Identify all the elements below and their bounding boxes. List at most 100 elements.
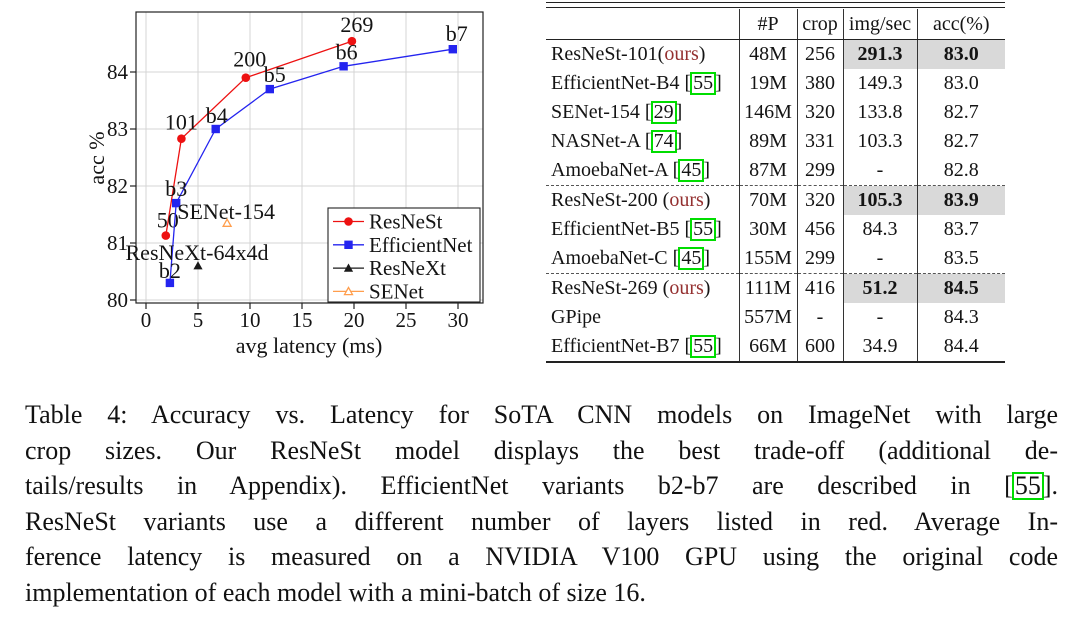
x-tick-label: 0 xyxy=(141,308,152,332)
y-axis-label: acc % xyxy=(84,131,109,184)
series-line xyxy=(165,40,353,236)
citation-link[interactable]: 45 xyxy=(678,247,705,270)
column-header: crop xyxy=(796,9,843,40)
data-point-marker xyxy=(161,231,171,240)
data-point-marker xyxy=(448,45,457,54)
model-table: #P crop img/sec acc(%) ResNeSt-101(ours) 48M… xyxy=(546,9,1005,363)
x-tick-label: 5 xyxy=(193,308,204,332)
cell-crop: 299 xyxy=(796,156,843,186)
data-point-marker xyxy=(172,198,181,208)
cell-params: 155M xyxy=(738,244,797,274)
data-point-marker xyxy=(241,73,251,82)
x-tick-label: 10 xyxy=(240,308,261,332)
table-row: SENet-154 [29] 146M 320 133.8 82.7 xyxy=(546,98,1005,127)
data-point-marker xyxy=(339,62,348,71)
y-tick-label: 81 xyxy=(107,231,128,255)
data-point-marker xyxy=(343,263,354,272)
cell-model-name: ResNeSt-101(ours) xyxy=(551,43,706,65)
x-axis-label: avg latency (ms) xyxy=(236,333,383,358)
data-point-marker xyxy=(344,240,353,249)
x-tick-label: 30 xyxy=(448,308,469,332)
citation-link[interactable]: 45 xyxy=(678,159,705,182)
table-row: GPipe 557M - -84.3 xyxy=(546,303,1005,332)
cell-img-per-sec: 149.3 xyxy=(842,69,917,98)
point-label: 101 xyxy=(165,110,198,135)
legend-item-ResNeSt: ResNeSt xyxy=(333,210,443,234)
caption-line: ResNeSt variants use a different number … xyxy=(25,506,1058,536)
cell-accuracy: 84.5 xyxy=(916,273,1005,303)
cell-img-per-sec: 34.9 xyxy=(842,332,917,362)
legend-box xyxy=(327,207,481,303)
cell-params: 70M xyxy=(738,185,797,215)
caption-line: tails/results in Appendix). EfficientNet… xyxy=(25,471,1058,500)
cell-accuracy: 83.5 xyxy=(916,244,1005,274)
cell-model-name: ResNeSt-269 (ours) xyxy=(546,273,739,303)
point-label: 50 xyxy=(157,208,179,233)
cell-accuracy: 83.7 xyxy=(916,215,1005,244)
cell-img-per-sec: 51.2 xyxy=(842,273,917,303)
cell-img-per-sec: 103.3 xyxy=(842,127,917,156)
ours-label: ours xyxy=(664,43,699,65)
column-header: img/sec xyxy=(842,9,917,40)
cell-accuracy: 84.4 xyxy=(916,332,1005,362)
table-row: ResNeSt-101(ours) 48M 256 291.3 83.0 xyxy=(546,39,1005,69)
cell-params: 557M xyxy=(738,303,797,332)
model-comparison-table: #P crop img/sec acc(%) ResNeSt-101(ours) 48M… xyxy=(546,2,1005,363)
legend-label: SENet xyxy=(369,279,424,303)
column-header: #P xyxy=(738,9,797,40)
citation-link[interactable]: 55 xyxy=(690,218,717,241)
point-label: b5 xyxy=(264,62,286,87)
caption-line: ference latency is measured on a NVIDIA … xyxy=(25,542,1058,571)
citation-link[interactable]: 55 xyxy=(690,72,717,95)
accuracy-vs-latency-chart: 0 5 10 15 20 25 30 80 81 82 83 84 avg latency (ms) ac… xyxy=(84,11,484,358)
cell-accuracy: 83.0 xyxy=(916,69,1005,98)
data-point-marker xyxy=(347,36,357,46)
point-label: b4 xyxy=(206,103,228,128)
point-label: b7 xyxy=(446,21,468,46)
point-label: b6 xyxy=(336,39,358,64)
citation-link[interactable]: 55 xyxy=(690,335,717,358)
table-top-rule-2 xyxy=(546,7,1005,8)
table-row: ResNeSt-269 (ours) 111M 416 51.2 84.5 xyxy=(546,273,1005,303)
citation-link[interactable]: 55 xyxy=(1011,472,1044,500)
cell-model-name: ResNeSt-200 (ours) xyxy=(546,185,739,215)
cell-img-per-sec: 84.3 xyxy=(842,215,917,244)
point-label: 269 xyxy=(340,12,373,37)
legend-item-SENet: SENet xyxy=(333,279,424,303)
ours-label: ours xyxy=(669,189,704,211)
data-point-marker xyxy=(343,286,354,296)
x-tick-label: 20 xyxy=(344,308,365,332)
legend-label: ResNeXt xyxy=(369,256,446,280)
cell-model-name: AmoebaNet-C [45] xyxy=(551,247,710,270)
y-tick-label: 80 xyxy=(107,288,128,312)
cell-crop: 299 xyxy=(796,244,843,274)
cell-img-per-sec: - xyxy=(842,303,917,332)
table-row: ResNeSt-200 (ours) 70M 320 105.3 83.9 xyxy=(546,185,1005,215)
table-row: EfficientNet-B5 [55] 30M 456 84.3 83.7 xyxy=(546,215,1005,244)
cell-img-per-sec: 291.3 xyxy=(842,39,917,69)
series-SENet: SENet-154 xyxy=(177,199,275,227)
cell-model-name: GPipe xyxy=(551,306,601,328)
ours-label: ours xyxy=(669,277,704,299)
point-label: ResNeXt-64x4d xyxy=(126,240,269,265)
table-row: NASNet-A [74] 89M 331 103.3 82.7 xyxy=(546,127,1005,156)
data-point-marker xyxy=(193,261,203,270)
table-row: AmoebaNet-C [45] 155M 299-83.5 xyxy=(546,244,1005,274)
data-point-marker xyxy=(344,217,353,226)
series-EfficientNet: b2 b3 b4 b5 b6 b7 xyxy=(159,21,468,288)
cell-params: 87M xyxy=(738,156,797,186)
cell-crop: 320 xyxy=(796,185,843,215)
cell-model-name: EfficientNet-B4 [55] xyxy=(551,72,722,95)
cell-params: 48M xyxy=(738,39,797,69)
cell-crop: 380 xyxy=(796,69,843,98)
x-tick-label: 15 xyxy=(292,308,313,332)
cell-accuracy: 82.8 xyxy=(916,156,1005,186)
cell-params: 146M xyxy=(738,98,797,127)
data-point-marker xyxy=(221,217,233,227)
caption-line: implementation of each model with a mini… xyxy=(25,577,646,607)
series-ResNeSt: 50 101 200 269 xyxy=(157,12,373,240)
citation-link[interactable]: 74 xyxy=(650,130,677,153)
citation-link[interactable]: 29 xyxy=(650,101,677,124)
cell-params: 111M xyxy=(738,273,797,303)
